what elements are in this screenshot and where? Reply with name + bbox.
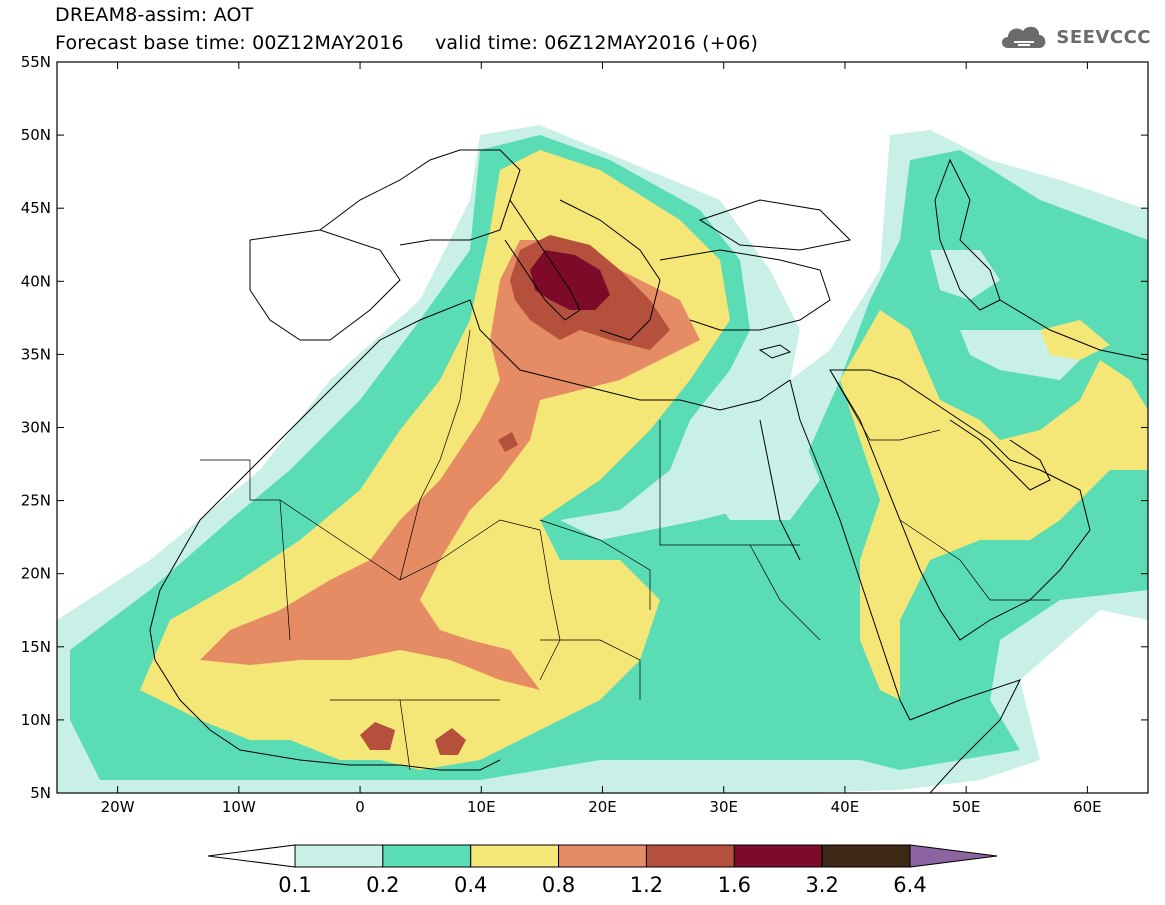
colorbar-label: 0.2 bbox=[366, 873, 399, 897]
cloud-icon bbox=[1002, 26, 1046, 48]
colorbar-swatch bbox=[733, 844, 823, 868]
lat-label: 25N bbox=[21, 492, 51, 510]
colorbar-min-arrow bbox=[207, 844, 296, 868]
colorbar-swatch bbox=[294, 844, 384, 868]
aot-contour-1.2 bbox=[435, 728, 466, 755]
lon-label: 50E bbox=[952, 798, 981, 816]
aot-contour-1.2 bbox=[498, 432, 518, 452]
coastlines bbox=[149, 149, 1148, 793]
colorbar-label: 0.4 bbox=[454, 873, 487, 897]
lon-axis: 20W 10W 0 10E 20E 30E 40E 50E 60E bbox=[101, 62, 1102, 816]
colorbar-label: 0.1 bbox=[278, 873, 311, 897]
colorbar-label: 3.2 bbox=[805, 873, 838, 897]
colorbar-swatch bbox=[645, 844, 735, 868]
lat-label: 5N bbox=[30, 784, 51, 802]
forecast-time-line: Forecast base time: 00Z12MAY2016 valid t… bbox=[55, 32, 759, 54]
lon-label: 20E bbox=[588, 798, 617, 816]
lon-label: 40E bbox=[831, 798, 860, 816]
aot-contour-0.8 bbox=[200, 240, 700, 690]
seevccc-logo: SEEVCCC bbox=[998, 22, 1151, 52]
colorbar-label: 1.6 bbox=[718, 873, 751, 897]
lat-label: 20N bbox=[21, 565, 51, 583]
country-borders bbox=[200, 329, 1050, 771]
lat-label: 40N bbox=[21, 272, 51, 290]
lat-label: 30N bbox=[21, 419, 51, 437]
logo-text: SEEVCCC bbox=[1056, 26, 1151, 48]
lon-label: 20W bbox=[101, 798, 135, 816]
lat-label: 10N bbox=[21, 711, 51, 729]
lat-label: 15N bbox=[21, 638, 51, 656]
lat-label: 50N bbox=[21, 126, 51, 144]
map-title: DREAM8-assim: AOT bbox=[55, 4, 254, 26]
lat-label: 35N bbox=[21, 345, 51, 363]
colorbar-label: 1.2 bbox=[630, 873, 663, 897]
lon-label: 30E bbox=[709, 798, 738, 816]
colorbar-swatch bbox=[382, 844, 472, 868]
lon-label: 10W bbox=[222, 798, 256, 816]
lat-axis: 55N 50N 45N 40N 35N 30N 25N 20N 15N 10N 5N bbox=[21, 53, 1148, 802]
lat-label: 55N bbox=[21, 53, 51, 71]
colorbar-swatch bbox=[821, 844, 911, 868]
colorbar-max-arrow bbox=[909, 844, 998, 868]
aot-contour-1.6 bbox=[530, 250, 610, 310]
colorbar-label: 0.8 bbox=[542, 873, 575, 897]
lat-label: 45N bbox=[21, 199, 51, 217]
colorbar-swatch bbox=[470, 844, 560, 868]
lon-label: 10E bbox=[467, 798, 496, 816]
lon-label: 0 bbox=[355, 798, 365, 816]
colorbar-label: 6.4 bbox=[893, 873, 926, 897]
aot-field bbox=[57, 62, 1148, 793]
aot-light-patch bbox=[700, 410, 820, 520]
aot-contour-0.4 bbox=[840, 310, 1148, 700]
aot-contour-1.2 bbox=[360, 722, 395, 750]
lon-label: 60E bbox=[1073, 798, 1102, 816]
colorbar-swatch bbox=[558, 844, 647, 868]
colorbar: 0.1 0.2 0.4 0.8 1.2 1.6 3.2 6.4 bbox=[207, 844, 998, 897]
